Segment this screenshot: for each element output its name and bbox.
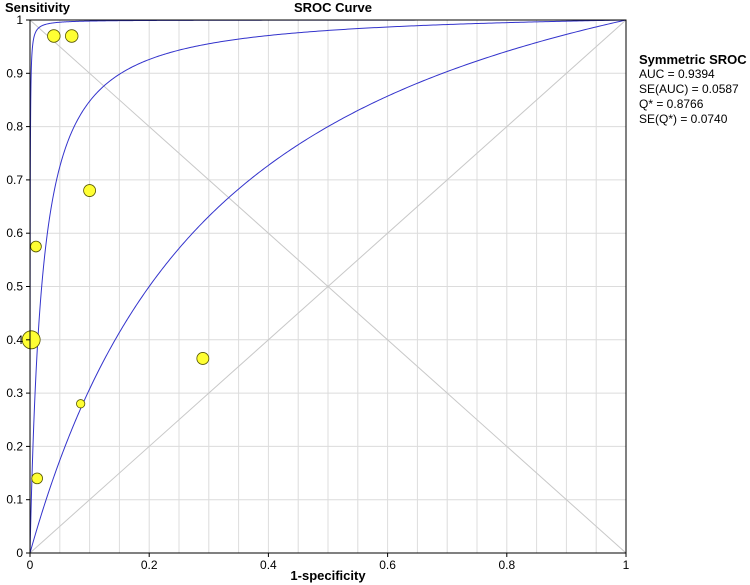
y-tick-label: 0.2 <box>6 439 23 453</box>
study-point <box>21 330 41 350</box>
sroc-summary: Symmetric SROC AUC = 0.9394 SE(AUC) = 0.… <box>639 52 747 127</box>
x-tick-label: 1 <box>623 558 630 572</box>
grid-lines <box>30 20 626 553</box>
study-point <box>30 240 42 253</box>
curve-lower-ci <box>29 19 627 554</box>
study-point <box>65 29 79 43</box>
summary-se-q-star: SE(Q*) = 0.0740 <box>639 112 728 126</box>
summary-heading: Symmetric SROC <box>639 52 747 67</box>
x-tick-label: 0.8 <box>498 558 515 572</box>
y-tick-label: 0.7 <box>6 173 23 187</box>
curve-sroc <box>29 19 627 553</box>
y-tick-label: 0.6 <box>6 226 23 240</box>
x-tick-label: 0.2 <box>141 558 158 572</box>
y-tick-label: 0.9 <box>6 66 23 80</box>
y-axis-label: Sensitivity <box>5 0 71 15</box>
y-tick-label: 0.4 <box>6 333 23 347</box>
chart-title: SROC Curve <box>294 0 372 15</box>
summary-auc: AUC = 0.9394 <box>639 67 715 81</box>
y-tick-label: 0.5 <box>6 280 23 294</box>
y-tick-label: 0.8 <box>6 120 23 134</box>
y-axis-ticks: 0 0.1 0.2 0.3 0.4 0.5 0.6 0.7 0.8 0.9 1 <box>6 13 30 560</box>
x-tick-label: 0.4 <box>260 558 277 572</box>
study-point <box>47 29 61 43</box>
y-tick-label: 0.3 <box>6 386 23 400</box>
x-tick-label: 0 <box>27 558 34 572</box>
y-tick-label: 0.1 <box>6 493 23 507</box>
y-tick-label: 1 <box>16 13 23 27</box>
summary-se-auc: SE(AUC) = 0.0587 <box>639 82 739 96</box>
x-axis-label: 1-specificity <box>290 568 366 583</box>
y-tick-label: 0 <box>16 546 23 560</box>
study-point <box>31 472 43 485</box>
x-axis-ticks: 0 0.2 0.4 0.6 0.8 1 <box>27 553 630 572</box>
study-point <box>76 399 86 409</box>
study-point <box>83 184 96 197</box>
data-points <box>21 29 210 485</box>
q-star-antidiagonal <box>29 19 627 554</box>
x-tick-label: 0.6 <box>379 558 396 572</box>
study-point <box>196 352 210 365</box>
summary-q-star: Q* = 0.8766 <box>639 97 704 111</box>
